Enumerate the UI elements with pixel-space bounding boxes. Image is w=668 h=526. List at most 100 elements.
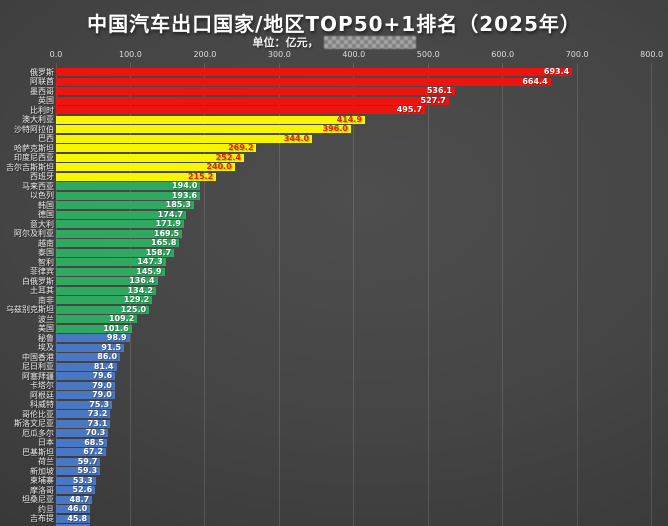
bar-label: 哥伦比亚 [22,409,54,419]
bar-value: 79.6 [92,371,113,381]
bar: 495.7 [56,106,426,115]
bar: 185.3 [56,201,194,210]
bar-label: 韩国 [38,200,54,210]
bar: 171.9 [56,219,184,229]
bar: 193.6 [56,191,201,200]
bar-value: 158.7 [145,247,172,257]
x-axis-tick: 500.0 [416,50,440,59]
bar-label: 阿塞拜疆 [22,371,54,381]
bar-label: 巴西 [38,134,54,144]
bar-label: 越南 [38,238,54,248]
bar-value: 145.9 [136,266,162,276]
x-axis-tick: 700.0 [565,50,589,59]
bar-value: 46.0 [67,504,88,514]
bar-value: 252.4 [215,152,241,162]
bar-label: 哈萨克斯坦 [14,143,54,153]
bar-value: 53.3 [72,475,93,485]
bar-label: 南非 [38,295,54,305]
bar: 215.2 [56,171,217,181]
bar-value: 98.9 [106,333,127,343]
bar: 68.5 [56,438,107,447]
bar-value: 101.6 [103,323,129,333]
bar: 86.0 [56,352,121,362]
bar-label: 墨西哥 [30,86,54,96]
bar: 136.4 [56,277,158,286]
blurred-watermark [323,35,416,49]
bar: 79.0 [56,380,115,390]
bar-value: 134.2 [127,285,153,295]
bar-value: 79.0 [92,390,112,400]
bar: 53.3 [56,475,96,485]
gridline-x-200 [204,63,206,526]
bar-value: 536.1 [426,86,453,96]
bar-label: 巴基斯坦 [22,447,54,457]
bar-value: 81.4 [93,361,114,371]
bar-label: 白俄罗斯 [22,276,54,286]
bar-label: 卡塔尔 [30,381,54,391]
bar-value: 75.3 [89,399,110,409]
bar-label: 土耳其 [30,286,54,296]
bar: 73.1 [56,419,111,428]
bar: 125.0 [56,305,150,314]
bar: 693.4 [56,68,573,76]
bar-value: 414.9 [336,114,362,124]
bar-label: 马来西亚 [22,181,54,191]
bar-value: 171.9 [155,219,181,229]
bar: 45.8 [56,514,91,523]
bar-label: 波兰 [38,314,54,324]
bar-value: 240.0 [206,162,232,172]
gridline-x-700 [576,63,578,526]
gridline-x-300 [278,63,280,526]
bar: 48.7 [56,495,93,504]
bar-label: 阿联酋 [30,77,54,86]
bar: 414.9 [56,114,365,124]
bar-value: 269.2 [228,143,254,153]
x-axis-tick: 800.0 [640,50,664,59]
bar: 147.3 [56,258,166,267]
bar: 158.7 [56,247,175,257]
bar-label: 日本 [38,438,54,448]
bar-label: 以色列 [30,191,54,201]
x-axis-tick: 200.0 [193,50,217,59]
bar-label: 智利 [38,257,54,267]
bar-label: 阿尔及利亚 [14,229,54,239]
bar-label: 约旦 [38,504,54,514]
bar-value: 194.0 [172,181,198,191]
bar: 46.0 [56,504,91,514]
bar: 174.7 [56,210,187,219]
bar-label: 斯洛文尼亚 [14,419,54,429]
gridline-x-600 [502,63,504,526]
bar-label: 意大利 [30,219,54,229]
bar: 169.5 [56,229,183,238]
bar-label: 西班牙 [30,172,54,182]
bar-label: 吉布提 [30,514,54,524]
bar-label: 新加坡 [30,466,54,476]
bar: 79.0 [56,390,115,400]
bar: 91.5 [56,343,125,352]
bar-value: 52.6 [72,485,93,495]
bar: 396.0 [56,125,351,134]
bar: 75.3 [56,399,113,409]
bar-label: 科威特 [30,400,54,410]
bar-label: 秘鲁 [38,333,54,343]
bar: 59.7 [56,456,101,466]
bar-value: 70.3 [85,428,106,438]
bar-label: 坦桑尼亚 [22,495,54,505]
chart-title: 中国汽车出口国家/地区TOP50+1排名（2025年） [87,12,581,36]
bar: 536.1 [56,86,456,96]
bar: 134.2 [56,285,156,295]
bar: 79.6 [56,371,116,381]
bar: 81.4 [56,361,117,371]
bar-value: 86.0 [97,352,118,362]
x-axis-tick: 300.0 [267,50,291,59]
bar-label: 尼日利亚 [22,362,54,372]
bar-value: 73.2 [87,409,108,419]
bar-value: 79.0 [92,380,112,390]
bar-value: 344.0 [283,133,310,143]
bar-label: 菲律宾 [30,267,54,277]
bar: 527.7 [56,96,449,105]
bar-label: 德国 [38,210,54,220]
bar-value: 215.2 [187,171,214,181]
bar-value: 59.7 [77,456,98,466]
bar: 664.4 [56,77,551,86]
